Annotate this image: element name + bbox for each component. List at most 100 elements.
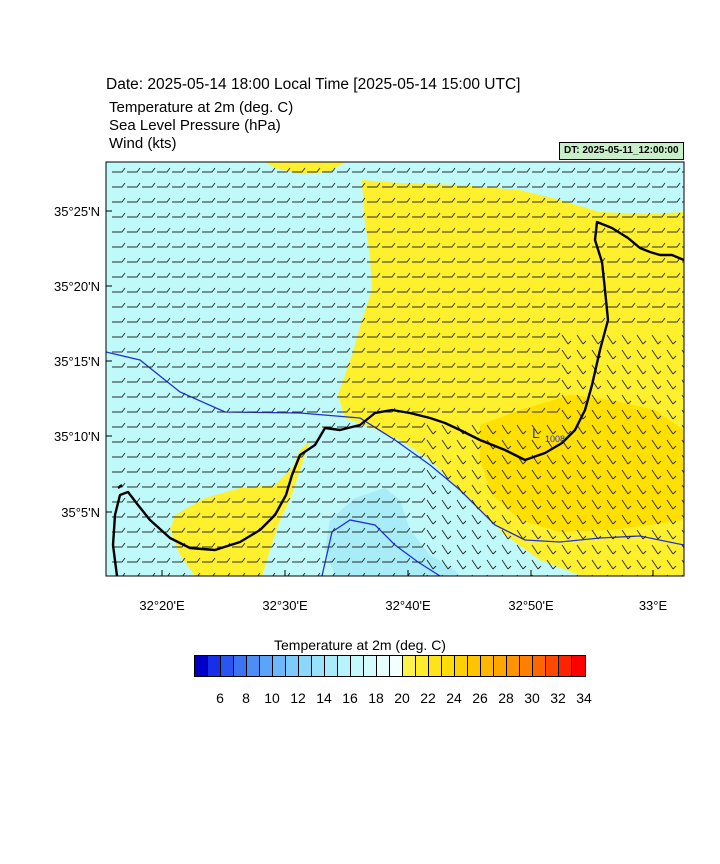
colorbar-label: 10 <box>264 690 280 706</box>
wind-barb <box>367 422 381 428</box>
wind-barb <box>622 287 636 293</box>
wind-barb <box>152 572 156 576</box>
wind-barb <box>172 302 186 308</box>
lat-label: 35°10'N <box>54 429 100 444</box>
wind-barb <box>367 227 381 233</box>
wind-barb <box>517 332 531 338</box>
wind-barb <box>442 392 456 398</box>
wind-barb <box>457 212 471 218</box>
wind-barb <box>232 452 246 458</box>
wind-barb <box>367 512 381 518</box>
wind-barb <box>247 497 261 503</box>
wind-barb <box>442 287 456 293</box>
wind-barb <box>472 197 486 203</box>
wind-barb <box>621 514 632 525</box>
wind-barb <box>197 572 201 576</box>
wind-barb <box>232 527 246 533</box>
wind-barb <box>532 362 546 368</box>
wind-barb <box>307 242 321 248</box>
wind-barb <box>427 287 441 293</box>
wind-barb <box>532 272 546 278</box>
wind-barb <box>232 497 246 503</box>
wind-barb <box>636 409 647 420</box>
wind-barb <box>172 167 186 173</box>
colorbar-label: 6 <box>216 690 224 706</box>
wind-barb <box>352 197 366 203</box>
wind-barb <box>232 167 246 173</box>
wind-barb <box>621 529 632 540</box>
wind-barb <box>471 424 482 435</box>
wind-barb <box>412 302 426 308</box>
wind-barb <box>621 439 632 450</box>
wind-barb <box>112 332 126 338</box>
wind-barb <box>367 347 381 353</box>
colorbar-swatch <box>234 656 247 676</box>
wind-barb <box>412 197 426 203</box>
wind-barb <box>427 227 441 233</box>
wind-barb <box>681 484 684 489</box>
wind-barb <box>142 317 156 323</box>
wind-barb <box>367 377 381 383</box>
wind-barb <box>667 257 681 263</box>
wind-barb <box>666 364 677 375</box>
wind-barb <box>576 469 587 480</box>
wind-barb <box>157 197 171 203</box>
wind-barb <box>562 242 576 248</box>
wind-barb <box>157 392 171 398</box>
wind-barb <box>382 167 396 173</box>
wind-barb <box>412 287 426 293</box>
wind-barb <box>561 394 572 405</box>
wind-barb <box>441 529 452 540</box>
wind-barb <box>302 572 306 576</box>
wind-barb <box>307 227 321 233</box>
pressure-low-value: 1008 <box>545 434 565 444</box>
wind-barb <box>517 197 531 203</box>
wind-barb <box>217 497 231 503</box>
wind-barb <box>322 287 336 293</box>
wind-barb <box>382 452 396 458</box>
wind-barb <box>441 499 452 510</box>
wind-barb <box>621 394 632 405</box>
wind-barb <box>142 377 156 383</box>
wind-barb <box>592 302 606 308</box>
wind-barb <box>202 182 216 188</box>
wind-barb <box>397 317 411 323</box>
wind-barb <box>576 364 587 375</box>
wind-barb <box>472 227 486 233</box>
wind-barb <box>202 497 216 503</box>
wind-barb <box>502 377 516 383</box>
wind-barb <box>591 499 602 510</box>
wind-barb <box>157 422 171 428</box>
wind-barb <box>681 454 684 459</box>
wind-barb <box>422 572 426 576</box>
wind-barb <box>187 557 201 563</box>
colorbar-label: 8 <box>242 690 250 706</box>
wind-barb <box>337 377 351 383</box>
wind-barb <box>532 317 546 323</box>
wind-barb <box>277 407 291 413</box>
wind-barb <box>562 287 576 293</box>
wind-barb <box>247 227 261 233</box>
wind-barb <box>247 212 261 218</box>
wind-barb <box>577 257 591 263</box>
wind-barb <box>172 392 186 398</box>
wind-barb <box>382 542 396 548</box>
wind-barb <box>531 544 542 555</box>
wind-barb <box>426 529 437 540</box>
wind-barb <box>397 437 411 443</box>
wind-barb <box>412 542 426 548</box>
wind-barb <box>547 167 561 173</box>
wind-barb <box>112 167 126 173</box>
wind-barb <box>427 332 441 338</box>
wind-barb <box>547 242 561 248</box>
wind-barb <box>546 454 557 465</box>
wind-barb <box>322 512 336 518</box>
wind-barb <box>622 257 636 263</box>
lon-label: 32°50'E <box>508 598 554 613</box>
wind-barb <box>202 557 216 563</box>
wind-barb <box>502 362 516 368</box>
wind-barb <box>157 362 171 368</box>
wind-barb <box>622 197 636 203</box>
wind-barb <box>307 287 321 293</box>
wind-barb <box>292 482 306 488</box>
